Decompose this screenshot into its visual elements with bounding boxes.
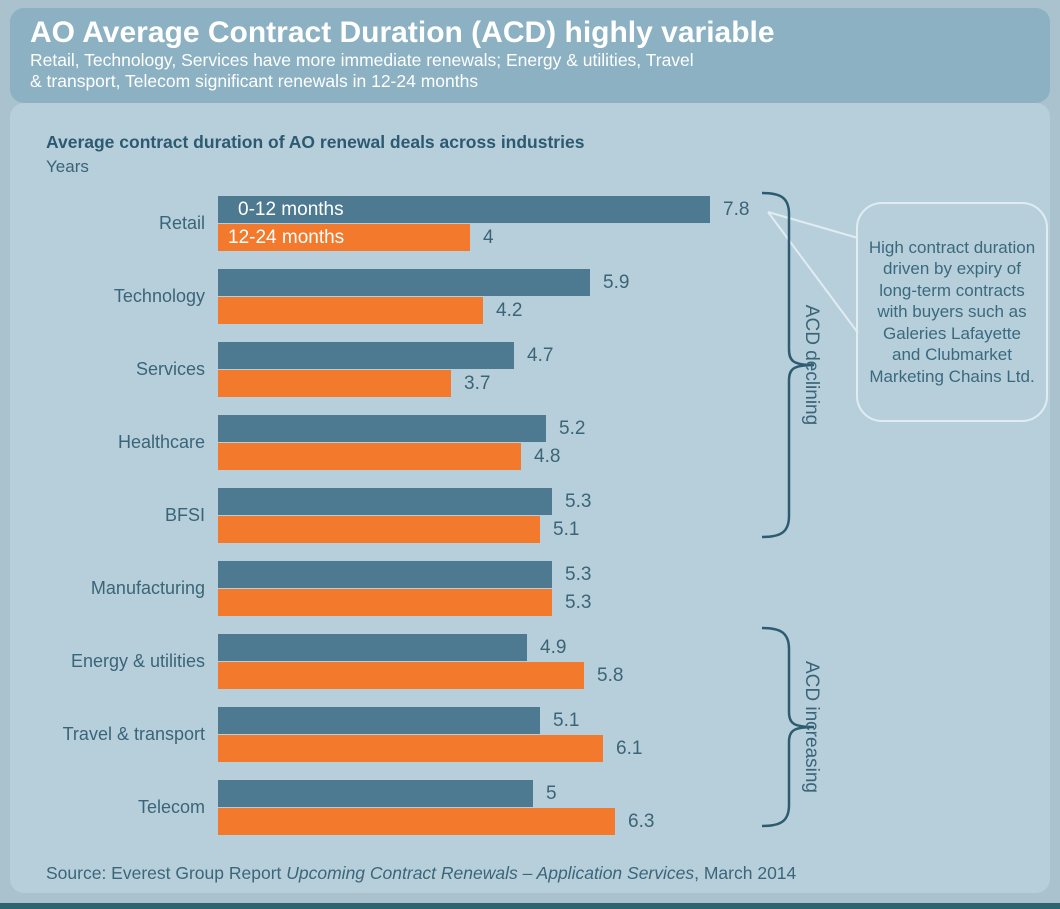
bar-0-12-months: 0-12 months 7.8 xyxy=(218,196,749,223)
chart-rows: Retail 0-12 months 7.8 12-24 months 4 Technol… xyxy=(0,196,1060,856)
category-label: Technology xyxy=(113,286,205,306)
bar-12-24-months: 3.7 xyxy=(218,370,490,397)
page-title: AO Average Contract Duration (ACD) highl… xyxy=(30,16,775,49)
chart-row-services: Services 4.7 3.7 xyxy=(0,342,1060,397)
category-label: BFSI xyxy=(164,505,205,525)
value-label: 4.2 xyxy=(496,300,523,321)
bar-12-24-months: 12-24 months 4 xyxy=(218,224,494,251)
source-suffix: , March 2014 xyxy=(694,863,797,883)
bar-0-12-months: 5.3 xyxy=(218,488,591,515)
value-label: 4.8 xyxy=(534,446,561,467)
chart-row-bfsi: BFSI 5.3 5.1 xyxy=(0,488,1060,543)
category-label: Healthcare xyxy=(117,432,205,452)
acd-declining-label: ACD declining xyxy=(801,304,822,426)
chart-row-manufacturing: Manufacturing 5.3 5.3 xyxy=(0,561,1060,616)
category-label: Telecom xyxy=(137,797,205,817)
bar-12-24-months: 4.8 xyxy=(218,443,560,470)
bottom-accent-bar xyxy=(0,903,1060,909)
category-label: Retail xyxy=(158,213,205,233)
title-bar: AO Average Contract Duration (ACD) highl… xyxy=(10,8,1050,103)
bar-0-12-months: 5.1 xyxy=(218,707,579,734)
legend-label: 0-12 months xyxy=(238,199,344,220)
value-label: 5.8 xyxy=(597,665,624,686)
source-line: Source: Everest Group Report Upcoming Co… xyxy=(46,863,796,884)
bar-0-12-months: 5.2 xyxy=(218,415,585,442)
axis-unit-label: Years xyxy=(46,157,89,176)
bar-12-24-months: 5.3 xyxy=(218,589,591,616)
value-label: 6.1 xyxy=(616,738,643,759)
value-label: 5.1 xyxy=(553,519,580,540)
page-subtitle-line-1: Retail, Technology, Services have more i… xyxy=(30,49,694,70)
value-label: 7.8 xyxy=(723,199,750,220)
value-label: 5.1 xyxy=(553,710,580,731)
chart-row-retail: Retail 0-12 months 7.8 12-24 months 4 xyxy=(0,196,1060,251)
value-label: 4 xyxy=(483,227,494,248)
chart-row-travel-transport: Travel & transport 5.1 6.1 xyxy=(0,707,1060,762)
category-label: Travel & transport xyxy=(62,724,205,744)
bar-0-12-months: 4.7 xyxy=(218,342,553,369)
chart-row-healthcare: Healthcare 5.2 4.8 xyxy=(0,415,1060,470)
bar-0-12-months: 5 xyxy=(218,780,557,807)
value-label: 5.3 xyxy=(565,592,592,613)
bar-0-12-months: 4.9 xyxy=(218,634,566,661)
source-report-title: Upcoming Contract Renewals – Application… xyxy=(286,863,695,883)
chart-row-telecom: Telecom 5 6.3 xyxy=(0,780,1060,835)
bar-12-24-months: 5.8 xyxy=(218,662,623,689)
value-label: 5.3 xyxy=(565,564,592,585)
category-label: Manufacturing xyxy=(90,578,205,598)
source-prefix: Source: Everest Group Report xyxy=(46,863,287,883)
callout-text: High contract duration driven by expiry … xyxy=(868,238,1036,386)
chart-row-technology: Technology 5.9 4.2 xyxy=(0,269,1060,324)
bar-12-24-months: 4.2 xyxy=(218,297,522,324)
category-label: Services xyxy=(135,359,205,379)
value-label: 5.2 xyxy=(559,418,586,439)
bar-0-12-months: 5.9 xyxy=(218,269,629,296)
bar-12-24-months: 5.1 xyxy=(218,516,579,543)
acd-increasing-label: ACD increasing xyxy=(801,661,822,793)
value-label: 5.3 xyxy=(565,491,592,512)
value-label: 4.9 xyxy=(540,637,567,658)
chart-title: Average contract duration of AO renewal … xyxy=(46,132,585,152)
legend-label: 12-24 months xyxy=(228,227,345,248)
category-label: Energy & utilities xyxy=(70,651,205,671)
callout-box: High contract duration driven by expiry … xyxy=(856,202,1048,422)
bar-0-12-months: 5.3 xyxy=(218,561,591,588)
value-label: 6.3 xyxy=(628,811,655,832)
value-label: 5.9 xyxy=(603,272,630,293)
chart-row-energy-utilities: Energy & utilities 4.9 5.8 xyxy=(0,634,1060,689)
page-subtitle-line-2: & transport, Telecom significant renewal… xyxy=(30,70,479,91)
bar-12-24-months: 6.3 xyxy=(218,808,654,835)
value-label: 3.7 xyxy=(464,373,491,394)
value-label: 4.7 xyxy=(527,345,554,366)
value-label: 5 xyxy=(546,783,557,804)
bar-12-24-months: 6.1 xyxy=(218,735,642,762)
